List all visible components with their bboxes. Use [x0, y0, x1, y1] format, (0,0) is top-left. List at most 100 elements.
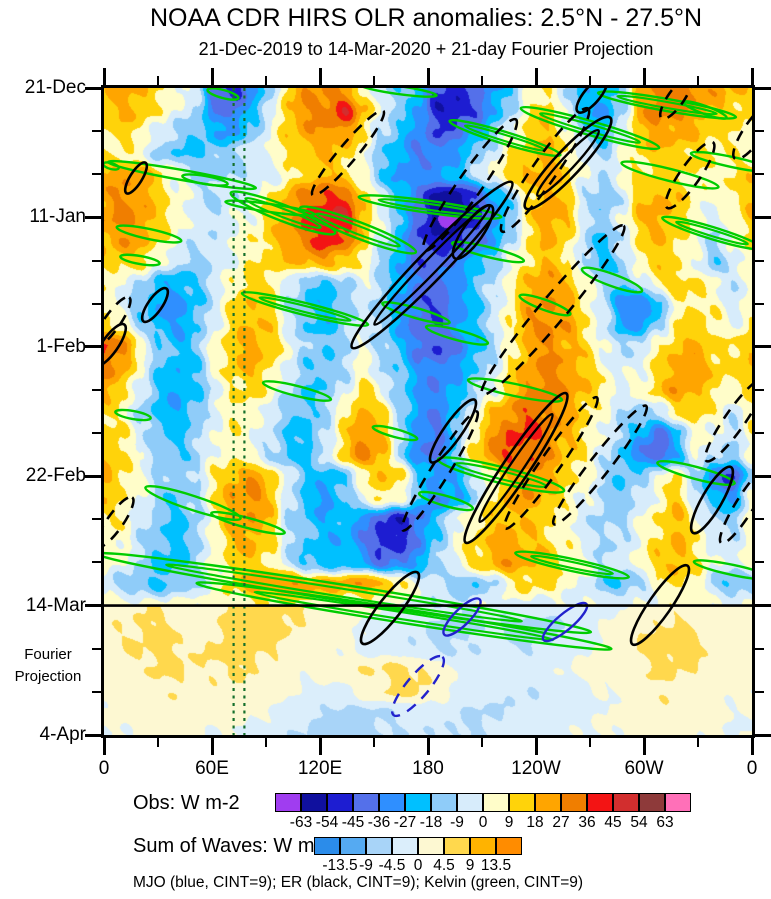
kelvin-wave-contour	[620, 160, 720, 190]
obs-colorbar-tick-label: 63	[656, 814, 674, 831]
kelvin-wave-contour	[436, 456, 566, 494]
er-wave-contour	[350, 180, 514, 350]
y-minor-tick-right	[755, 259, 764, 262]
er-wave-contour	[523, 115, 613, 211]
x-major-tick	[210, 738, 214, 755]
waves-colorbar-tick-label: -13.5	[322, 857, 358, 874]
kelvin-wave-contour	[381, 301, 451, 325]
obs-colorbar-segment	[639, 793, 665, 812]
kelvin-wave-contour	[298, 205, 418, 255]
x-minor-tick	[157, 738, 159, 747]
kelvin-wave-contour	[448, 118, 562, 158]
y-minor-tick-right	[755, 302, 764, 305]
obs-colorbar-segment	[509, 793, 535, 812]
kelvin-wave-contour	[518, 293, 572, 317]
er-wave-contour	[104, 322, 128, 368]
y-minor-tick-right	[755, 690, 764, 693]
y-major-tick-right	[755, 215, 771, 219]
x-minor-tick	[589, 738, 591, 747]
obs-colorbar-tick-label: 0	[478, 814, 488, 831]
kelvin-wave-contour-inner	[675, 220, 749, 246]
obs-colorbar-tick-label: 18	[526, 814, 544, 831]
kelvin-wave-contour-inner	[530, 554, 614, 576]
er-wave-contour	[658, 88, 694, 121]
y-major-tick-right	[755, 345, 771, 349]
er-wave-contour	[310, 109, 386, 197]
kelvin-wave-contour	[371, 424, 419, 442]
kelvin-wave-contour	[206, 88, 240, 101]
kelvin-wave-contour	[261, 380, 333, 402]
obs-colorbar-segment	[535, 793, 561, 812]
x-axis-tick-label: 120E	[297, 758, 343, 779]
y-axis-tick-label: 1-Feb	[36, 335, 86, 357]
y-major-tick-right	[755, 604, 771, 608]
kelvin-wave-contour	[115, 224, 183, 244]
obs-colorbar-segment	[457, 793, 483, 812]
kelvin-wave-contour	[104, 161, 120, 171]
y-minor-tick	[92, 647, 101, 650]
waves-colorbar-tick-label: -4.5	[378, 857, 406, 874]
y-minor-tick	[92, 173, 101, 176]
er-wave-contour	[480, 224, 626, 396]
x-major-tick	[534, 738, 538, 755]
y-major-tick	[85, 474, 101, 478]
x-major-tick-top	[102, 68, 106, 85]
x-axis-tick-label: 60E	[195, 758, 229, 779]
x-major-tick-top	[750, 68, 754, 85]
er-wave-contour-inner	[536, 128, 600, 198]
er-wave-contour	[421, 117, 519, 253]
er-wave-contour	[551, 404, 649, 526]
y-minor-tick-right	[755, 647, 764, 650]
wave-contour-overlay	[104, 88, 752, 735]
x-minor-tick-top	[697, 76, 699, 85]
kelvin-wave-contour	[656, 459, 736, 487]
er-wave-contour-inner	[373, 204, 491, 326]
y-minor-tick	[92, 259, 101, 262]
y-minor-tick	[92, 518, 101, 521]
y-minor-tick	[92, 690, 101, 693]
kelvin-wave-contour-inner	[463, 124, 547, 152]
page-subtitle: 21-Dec-2019 to 14-Mar-2020 + 21-day Four…	[198, 39, 654, 59]
kelvin-wave-contour	[181, 173, 229, 187]
er-wave-contour	[104, 295, 132, 349]
x-minor-tick	[697, 738, 699, 747]
x-major-tick	[642, 738, 646, 755]
kelvin-wave-contour	[514, 550, 630, 580]
fourier-projection-label-line2: Projection	[14, 668, 82, 685]
obs-colorbar-segment	[301, 793, 327, 812]
obs-colorbar-tick-label: -27	[393, 814, 417, 831]
y-major-tick-right	[755, 474, 771, 478]
y-major-tick	[85, 86, 101, 90]
kelvin-wave-contour	[240, 291, 370, 327]
x-axis-tick-label: 0	[98, 758, 110, 779]
waves-colorbar-segment	[314, 837, 340, 855]
y-minor-tick-right	[755, 130, 764, 133]
obs-colorbar-segment	[613, 793, 639, 812]
y-major-tick-right	[755, 86, 771, 90]
x-minor-tick-top	[157, 76, 159, 85]
page-title: NOAA CDR HIRS OLR anomalies: 2.5°N - 27.…	[149, 4, 703, 32]
kelvin-wave-contour-inner	[616, 94, 718, 116]
y-axis-tick-label: 4-Apr	[39, 724, 86, 745]
x-minor-tick-top	[265, 76, 267, 85]
x-major-tick-top	[210, 68, 214, 85]
x-axis-tick-label: 180	[412, 758, 444, 779]
x-minor-tick-top	[373, 76, 375, 85]
obs-colorbar-segment	[353, 793, 379, 812]
er-wave-contour	[451, 203, 495, 261]
obs-colorbar-tick-label: -18	[419, 814, 443, 831]
kelvin-wave-contour	[450, 240, 526, 264]
waves-colorbar-segment	[418, 837, 444, 855]
obs-colorbar-segment	[327, 793, 353, 812]
x-major-tick-top	[534, 68, 538, 85]
wave-legend-caption: MJO (blue, CINT=9); ER (black, CINT=9); …	[133, 874, 584, 891]
y-major-tick	[85, 215, 101, 219]
x-major-tick	[750, 738, 754, 755]
y-axis-tick-label: 11-Jan	[29, 206, 86, 228]
waves-colorbar-tick-label: 13.5	[480, 857, 512, 874]
waves-colorbar-segment	[444, 837, 470, 855]
waves-colorbar-tick-label: -9	[359, 857, 373, 874]
kelvin-wave-contour	[596, 90, 738, 120]
waves-colorbar-segment	[496, 837, 522, 855]
obs-colorbar-segment	[587, 793, 613, 812]
